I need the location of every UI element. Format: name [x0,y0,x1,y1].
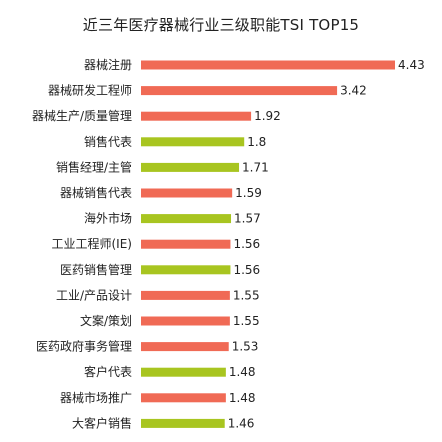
bar [141,418,225,428]
category-label: 销售代表 [84,134,132,149]
category-label: 海外市场 [84,211,132,226]
bar [141,111,252,121]
value-label: 4.43 [398,58,425,72]
category-label: 器械销售代表 [60,185,132,200]
category-label: 销售经理/主管 [56,159,132,174]
bar [141,316,230,326]
category-label: 工业工程师(IE) [52,236,133,251]
value-label: 1.53 [232,340,259,354]
category-label: 器械生产/质量管理 [32,108,132,123]
bar [141,86,338,96]
category-label: 医药政府事务管理 [36,339,132,354]
value-label: 1.71 [242,160,269,174]
bar [141,162,240,172]
bar [141,393,226,403]
bar [141,214,232,224]
category-label: 文案/策划 [80,313,132,328]
bar [141,60,395,70]
value-label: 1.57 [234,212,261,226]
bar [141,188,233,198]
category-label: 大客户销售 [72,415,132,430]
bar [141,342,229,352]
chart-title: 近三年医疗器械行业三级职能TSI TOP15 [82,16,360,34]
category-label: 器械市场推广 [60,390,132,405]
bar [141,265,231,275]
bar [141,290,230,300]
value-label: 1.56 [233,263,260,277]
value-label: 1.48 [229,365,256,379]
category-label: 器械研发工程师 [48,83,132,98]
value-label: 1.48 [229,391,256,405]
value-label: 1.59 [235,186,262,200]
category-label: 客户代表 [84,364,132,379]
value-label: 1.55 [233,288,260,302]
value-label: 1.56 [233,237,260,251]
value-label: 3.42 [340,84,367,98]
category-label: 医药销售管理 [60,262,132,277]
bar [141,367,226,377]
value-label: 1.55 [233,314,260,328]
category-label: 器械注册 [84,57,132,72]
bar [141,137,245,147]
category-label: 工业/产品设计 [56,288,132,302]
value-label: 1.8 [247,135,266,149]
value-label: 1.92 [254,109,281,123]
bar [141,239,231,249]
value-label: 1.46 [228,416,255,430]
